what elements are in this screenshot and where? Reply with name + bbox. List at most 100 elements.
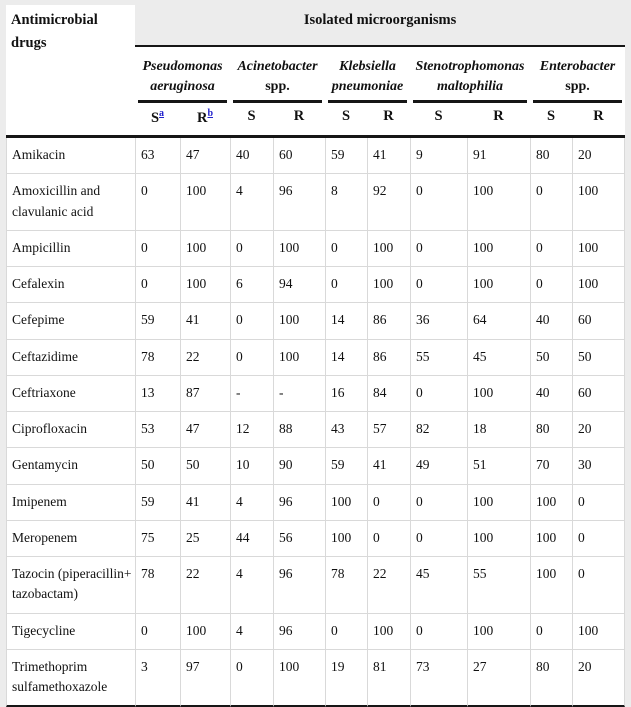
value-cell: 16 (325, 375, 367, 413)
col-group-header-0: Pseudomonas aeruginosa (135, 47, 230, 104)
value-cell: 43 (325, 412, 367, 449)
drug-name-cell: Ceftazidime (6, 339, 135, 376)
footnote-link-b[interactable]: b (207, 108, 214, 120)
value-cell: 6 (230, 267, 273, 304)
drug-name-cell: Imipenem (6, 484, 135, 521)
drug-name-cell: Amikacin (6, 138, 135, 175)
value-cell: 91 (467, 138, 530, 175)
value-cell: 97 (180, 649, 230, 707)
value-cell: 100 (180, 230, 230, 268)
group-header-row: Pseudomonas aeruginosa Acinetobacter spp.… (6, 47, 625, 104)
value-cell: 73 (410, 649, 467, 707)
value-cell: 18 (467, 412, 530, 449)
value-cell: 0 (530, 230, 572, 268)
col-group-header-3: Stenotrophomonas maltophilia (410, 47, 530, 104)
value-cell: 0 (410, 613, 467, 650)
value-cell: 41 (180, 303, 230, 340)
value-cell: 0 (135, 267, 180, 304)
value-cell: 100 (180, 174, 230, 231)
sr-header-1: Rb (180, 103, 230, 139)
drug-name-cell: Ciprofloxacin (6, 412, 135, 449)
value-cell: 53 (135, 412, 180, 449)
value-cell: 4 (230, 484, 273, 521)
isolated-microorganisms-header-cell: Isolated microorganisms (135, 5, 626, 47)
sr-header-5: R (367, 103, 410, 139)
value-cell: 100 (572, 230, 626, 268)
value-cell: 20 (572, 649, 626, 707)
value-cell: 100 (467, 520, 530, 558)
footnote-link-a[interactable]: a (159, 108, 165, 120)
value-cell: 100 (467, 230, 530, 268)
value-cell: 41 (367, 138, 410, 175)
value-cell: 41 (180, 484, 230, 521)
value-cell: 27 (467, 649, 530, 707)
value-cell: 0 (135, 613, 180, 650)
drug-name-cell: Ampicillin (6, 230, 135, 268)
drug-name-cell: Cefalexin (6, 267, 135, 304)
value-cell: 82 (410, 412, 467, 449)
value-cell: 0 (230, 230, 273, 268)
value-cell: 44 (230, 520, 273, 558)
table-row: Tazocin (piperacillin+ tazobactam) 78 22 4 9… (6, 557, 626, 614)
corner-header-antimicrobial-drugs: Antimicrobial drugs (6, 5, 135, 139)
value-cell: 100 (467, 174, 530, 231)
value-cell: 100 (572, 613, 626, 650)
value-cell: 0 (572, 557, 626, 614)
value-cell: 70 (530, 448, 572, 485)
value-cell: 51 (467, 448, 530, 485)
value-cell: 87 (180, 375, 230, 413)
sr-header-0: Sa (135, 103, 180, 139)
value-cell: 0 (530, 613, 572, 650)
value-cell: 12 (230, 412, 273, 449)
value-cell: 81 (367, 649, 410, 707)
value-cell: 55 (410, 339, 467, 376)
value-cell: 45 (467, 339, 530, 376)
drug-name-cell: Tigecycline (6, 613, 135, 650)
value-cell: 49 (410, 448, 467, 485)
value-cell: 0 (410, 267, 467, 304)
value-cell: 30 (572, 448, 626, 485)
value-cell: 40 (230, 138, 273, 175)
value-cell: 0 (530, 267, 572, 304)
value-cell: 78 (135, 339, 180, 376)
value-cell: 100 (273, 230, 325, 268)
col-group-header-2: Klebsiella pneumoniae (325, 47, 410, 104)
value-cell: 0 (410, 375, 467, 413)
table-row: Gentamycin 50 50 10 90 59 41 49 51 70 30 (6, 448, 626, 485)
value-cell: 100 (325, 484, 367, 521)
value-cell: 40 (530, 303, 572, 340)
value-cell: 0 (410, 230, 467, 268)
sr-header-2: S (230, 103, 273, 139)
value-cell: 78 (135, 557, 180, 614)
value-cell: 100 (572, 267, 626, 304)
value-cell: 59 (325, 448, 367, 485)
value-cell: 8 (325, 174, 367, 231)
sr-header-9: R (572, 103, 626, 139)
value-cell: 0 (230, 339, 273, 376)
value-cell: 13 (135, 375, 180, 413)
table-row: Trimethoprim sulfamethoxazole 3 97 0 100 19 81… (6, 649, 626, 707)
value-cell: 100 (367, 267, 410, 304)
value-cell: 100 (367, 613, 410, 650)
sr-header-row: Sa Rb S R S R S R S R (6, 103, 626, 139)
table-header: Antimicrobial drugs Isolated microorgani… (6, 5, 626, 139)
value-cell: 80 (530, 412, 572, 449)
value-cell: 4 (230, 174, 273, 231)
value-cell: 100 (572, 174, 626, 231)
value-cell: 94 (273, 267, 325, 304)
sr-header-6: S (410, 103, 467, 139)
sr-header-3: R (273, 103, 325, 139)
drug-name-cell: Trimethoprim sulfamethoxazole (6, 649, 135, 707)
table-row: Amoxicillin and clavulanic acid 0 100 4 96 8 9… (6, 174, 626, 231)
value-cell: 100 (367, 230, 410, 268)
value-cell: 80 (530, 138, 572, 175)
col-group-header-1: Acinetobacter spp. (230, 47, 325, 104)
value-cell: 41 (367, 448, 410, 485)
value-cell: 0 (572, 520, 626, 558)
value-cell: 100 (530, 484, 572, 521)
table-row: Meropenem 75 25 44 56 100 0 0 100 100 0 (6, 520, 626, 558)
value-cell: 96 (273, 174, 325, 231)
value-cell: 0 (325, 613, 367, 650)
value-cell: 45 (410, 557, 467, 614)
